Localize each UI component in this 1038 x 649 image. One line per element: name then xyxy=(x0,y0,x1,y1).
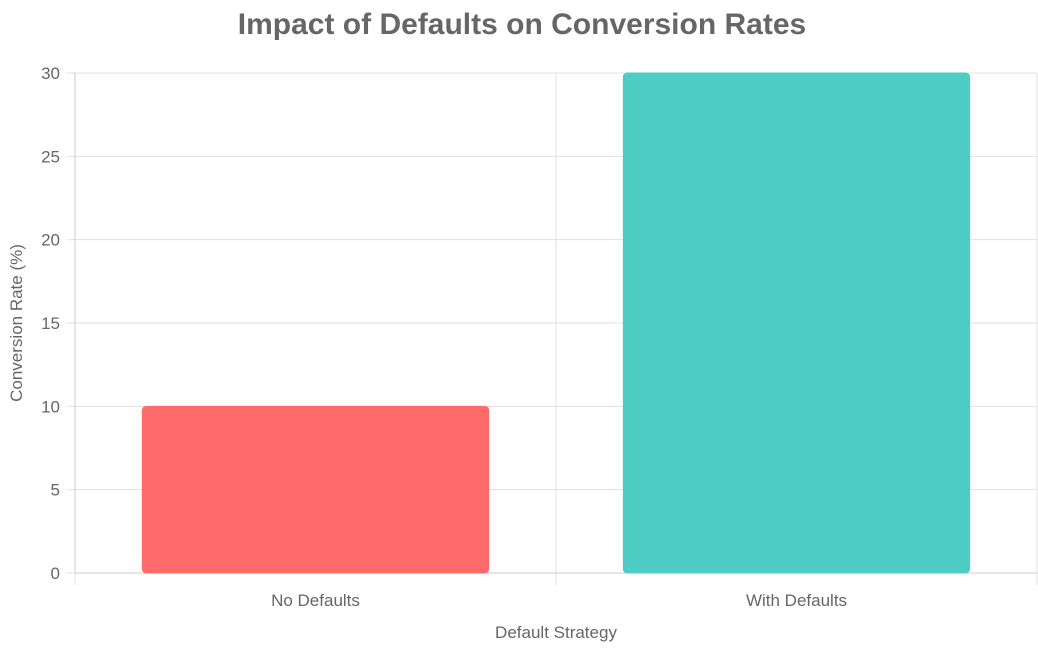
bar-no-defaults[interactable] xyxy=(141,405,490,574)
bars xyxy=(141,72,971,574)
y-tick-label: 30 xyxy=(41,64,60,83)
y-tick-label: 5 xyxy=(51,481,60,500)
y-tick-labels: 0 5 10 15 20 25 30 xyxy=(41,64,60,583)
y-tick-label: 20 xyxy=(41,231,60,250)
chart-title: Impact of Defaults on Conversion Rates xyxy=(238,8,806,41)
bar-with-defaults[interactable] xyxy=(622,72,971,574)
y-tick-label: 0 xyxy=(51,564,60,583)
x-tick-labels: No Defaults With Defaults xyxy=(271,591,847,610)
y-tick-label: 25 xyxy=(41,147,60,166)
y-tick-label: 15 xyxy=(41,314,60,333)
x-axis-title: Default Strategy xyxy=(495,623,617,642)
x-tick-label: With Defaults xyxy=(746,591,847,610)
y-axis-title: Conversion Rate (%) xyxy=(7,244,26,402)
x-tick-label: No Defaults xyxy=(271,591,360,610)
y-tick-label: 10 xyxy=(41,397,60,416)
